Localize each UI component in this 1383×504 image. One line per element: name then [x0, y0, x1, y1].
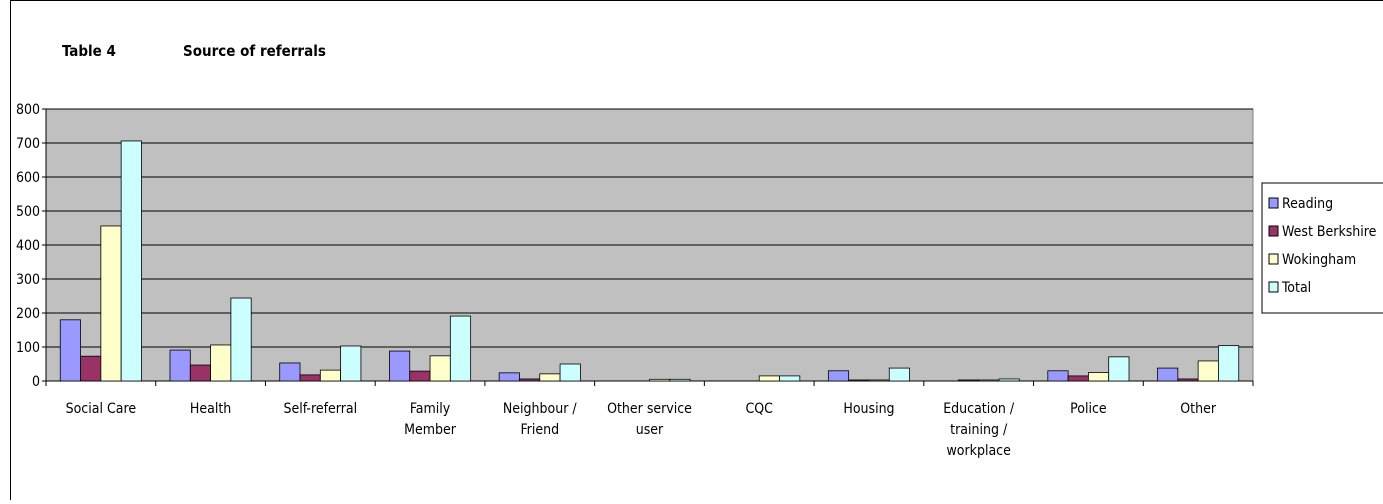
bar — [560, 364, 580, 381]
bar — [780, 376, 800, 381]
x-tick-label: user — [636, 422, 664, 438]
legend-swatch — [1269, 254, 1278, 264]
chart-title: Source of referrals — [183, 42, 326, 60]
x-tick-label: Education / — [943, 401, 1015, 417]
bar — [231, 298, 251, 381]
x-tick-label: Member — [404, 422, 457, 438]
bar — [958, 380, 978, 381]
legend-swatch — [1269, 226, 1278, 236]
bar — [1158, 368, 1178, 381]
bar — [499, 373, 519, 381]
bar — [828, 371, 848, 381]
y-tick-label: 100 — [16, 340, 40, 356]
bar — [1048, 371, 1068, 381]
x-tick-label: Other — [1180, 401, 1217, 417]
bar — [121, 141, 141, 381]
legend-label: Wokingham — [1282, 252, 1356, 268]
bar — [341, 346, 361, 381]
bar — [101, 226, 121, 381]
bar — [190, 365, 210, 381]
bar — [869, 380, 889, 381]
y-tick-label: 300 — [16, 272, 40, 288]
bar — [849, 380, 869, 381]
x-tick-label: workplace — [946, 443, 1011, 459]
bar — [211, 345, 231, 381]
bar — [999, 379, 1019, 381]
legend-label: Total — [1281, 280, 1311, 296]
x-tick-label: Housing — [843, 401, 894, 417]
x-tick-label: Police — [1070, 401, 1107, 417]
bar — [320, 370, 340, 381]
bar — [430, 356, 450, 381]
y-tick-label: 800 — [16, 102, 40, 118]
bar — [389, 351, 409, 381]
bar — [300, 375, 320, 381]
x-tick-label: Self-referral — [284, 401, 358, 417]
bar — [540, 374, 560, 381]
legend-swatch — [1269, 282, 1278, 292]
y-tick-label: 500 — [16, 204, 40, 220]
legend-swatch — [1269, 198, 1278, 208]
bar — [1218, 346, 1238, 381]
table-label: Table 4 — [62, 42, 116, 60]
bar — [410, 371, 430, 381]
bar — [81, 356, 101, 381]
y-tick-label: 700 — [16, 136, 40, 152]
bar — [519, 379, 539, 381]
bar — [1198, 361, 1218, 381]
bar — [60, 320, 80, 381]
x-tick-label: Family — [410, 401, 451, 417]
bar — [670, 379, 690, 381]
bar — [979, 380, 999, 381]
bar — [280, 363, 300, 381]
bar — [1178, 379, 1198, 381]
x-tick-label: training / — [950, 422, 1008, 438]
x-tick-label: CQC — [745, 401, 773, 417]
y-tick-label: 200 — [16, 306, 40, 322]
bar — [650, 379, 670, 381]
x-tick-label: Health — [190, 401, 231, 417]
x-tick-label: Friend — [520, 422, 559, 438]
legend-label: West Berkshire — [1282, 224, 1377, 240]
legend-label: Reading — [1282, 196, 1333, 212]
y-tick-label: 0 — [32, 374, 40, 390]
bar — [450, 316, 470, 381]
x-tick-label: Social Care — [66, 401, 137, 417]
bar — [759, 376, 779, 381]
bar — [170, 350, 190, 381]
x-tick-label: Other service — [607, 401, 692, 417]
bar — [889, 368, 909, 381]
x-tick-label: Neighbour / — [503, 401, 578, 417]
bar — [1109, 357, 1129, 381]
y-tick-label: 600 — [16, 170, 40, 186]
y-tick-label: 400 — [16, 238, 40, 254]
bar — [1088, 373, 1108, 382]
bar — [1068, 376, 1088, 381]
